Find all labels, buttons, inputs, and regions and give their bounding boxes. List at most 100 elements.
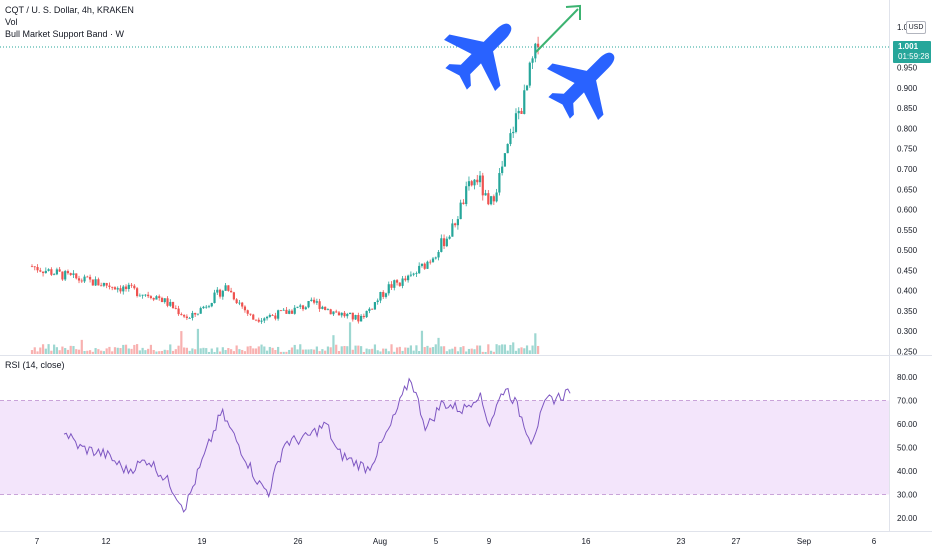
candle-body	[108, 285, 111, 287]
candle-body	[365, 310, 368, 318]
candle-body	[348, 312, 352, 315]
rsi-legend[interactable]: RSI (14, close)	[5, 360, 65, 370]
volume-bar	[230, 349, 233, 354]
candle-body	[47, 269, 50, 271]
volume-bar	[412, 350, 415, 354]
volume-bar	[119, 348, 122, 354]
candle-body	[470, 181, 473, 186]
volume-bar	[72, 346, 75, 354]
volume-bar	[398, 346, 401, 354]
candle-body	[199, 308, 202, 314]
candle-body	[514, 113, 518, 132]
candle-body	[188, 317, 191, 319]
candles-group	[30, 36, 540, 324]
candle-body	[451, 223, 454, 237]
candle-body	[426, 261, 429, 269]
candle-body	[111, 286, 114, 288]
volume-bar	[36, 351, 39, 354]
volume-bar	[321, 349, 324, 354]
candle-body	[158, 296, 161, 298]
candle-body	[263, 318, 266, 321]
candle-body	[152, 298, 155, 300]
candle-body	[238, 302, 241, 304]
price-tick-label: 0.950	[897, 64, 918, 73]
candle-body	[130, 284, 133, 286]
candle-body	[91, 279, 94, 286]
volume-bar	[97, 349, 100, 354]
volume-bar	[531, 345, 534, 354]
candle-body	[487, 193, 490, 205]
volume-bar	[415, 345, 418, 354]
volume-bar	[268, 346, 271, 354]
rsi-band	[0, 400, 889, 495]
volume-bar	[83, 350, 86, 354]
candle-body	[312, 299, 316, 303]
volume-bar	[523, 348, 526, 354]
candle-body	[360, 315, 363, 322]
volume-bar	[360, 346, 363, 354]
candle-body	[75, 273, 78, 279]
candle-body	[368, 308, 371, 311]
volume-bar	[113, 347, 117, 354]
volume-bar	[257, 346, 260, 354]
volume-bar	[102, 351, 106, 354]
candle-body	[279, 310, 283, 312]
candle-body	[525, 85, 529, 91]
candle-body	[337, 312, 341, 316]
candle-body	[277, 310, 280, 319]
volume-bar	[495, 344, 498, 354]
candle-body	[177, 308, 180, 315]
volume-bar	[227, 348, 230, 354]
candle-body	[506, 143, 509, 154]
candle-body	[329, 309, 332, 315]
price-tick-label: 0.250	[897, 347, 918, 356]
candle-body	[149, 296, 153, 299]
candle-body	[478, 175, 482, 183]
currency-button[interactable]: USD	[906, 21, 926, 34]
candle-body	[299, 305, 302, 307]
candle-body	[503, 153, 507, 167]
volume-bar	[221, 347, 224, 354]
volume-bar	[318, 351, 321, 354]
time-tick-label: 12	[102, 537, 111, 546]
volume-bar	[517, 348, 520, 354]
volume-bar	[80, 339, 83, 354]
time-tick-label: Sep	[797, 537, 812, 546]
volume-bar	[348, 322, 352, 354]
volume-bar	[307, 349, 310, 354]
candle-body	[58, 269, 61, 272]
candle-body	[537, 43, 540, 47]
price-tick-label: 0.400	[897, 287, 918, 296]
candle-body	[379, 292, 382, 301]
candle-body	[163, 298, 166, 303]
candle-body	[268, 315, 271, 317]
volume-bar	[138, 350, 141, 354]
time-tick-label: 26	[294, 537, 303, 546]
arrow-up-right-icon	[565, 4, 581, 20]
candle-body	[412, 273, 415, 275]
candle-body	[50, 269, 53, 275]
airplane-shape	[444, 23, 512, 91]
candle-body	[520, 110, 523, 114]
candle-body	[249, 313, 252, 315]
indicator-legend[interactable]: Bull Market Support Band · W	[5, 29, 125, 39]
volume-bar	[141, 347, 144, 354]
volume-legend[interactable]: Vol	[5, 17, 18, 27]
volume-bar	[528, 350, 531, 354]
volume-bar	[64, 348, 67, 354]
candle-body	[498, 173, 501, 193]
volume-bar	[147, 348, 150, 354]
volume-bar	[423, 347, 426, 354]
airplane-icon	[444, 23, 512, 91]
rsi-tick-label: 60.00	[897, 420, 918, 429]
volume-bar	[301, 349, 305, 354]
volume-bar	[232, 351, 235, 354]
volume-bar	[401, 350, 404, 354]
symbol-title[interactable]: CQT / U. S. Dollar, 4h, KRAKEN	[5, 5, 134, 15]
airplane-icon	[547, 52, 615, 120]
volume-bar	[462, 346, 465, 354]
rsi-tick-label: 70.00	[897, 397, 918, 406]
candle-body	[346, 314, 349, 317]
candle-body	[409, 274, 412, 276]
